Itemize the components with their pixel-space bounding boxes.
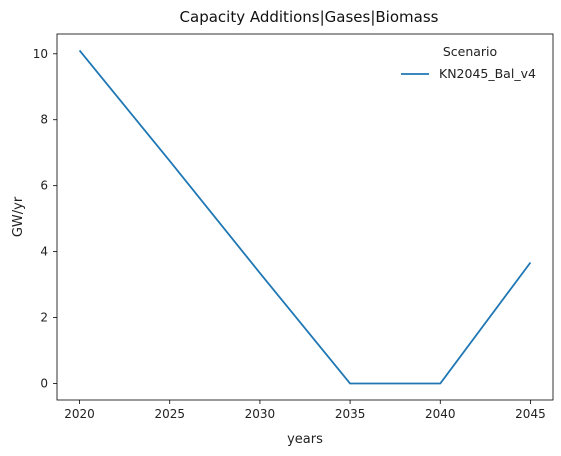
legend: Scenario KN2045_Bal_v4 [401,44,536,81]
x-tick-label: 2020 [64,407,95,421]
x-tick-label: 2045 [515,407,546,421]
y-tick-label: 0 [40,377,48,391]
series-line-0 [78,49,532,385]
y-tick-label: 6 [40,179,48,193]
y-tick-label: 8 [40,113,48,127]
x-tick-label: 2035 [335,407,366,421]
plot-frame [56,33,554,401]
legend-entry-kn2045-bal-v4: KN2045_Bal_v4 [439,66,536,81]
y-axis: 0 2 4 6 8 10 [33,47,57,391]
y-tick-label: 10 [33,47,48,61]
x-tick-label: 2025 [154,407,185,421]
x-axis-label: years [287,432,323,447]
legend-title: Scenario [443,44,497,59]
x-tick-label: 2030 [245,407,276,421]
chart-title: Capacity Additions|Gases|Biomass [180,8,439,26]
y-axis-label: GW/yr [11,196,26,237]
x-tick-label: 2040 [425,407,456,421]
y-tick-label: 2 [40,311,48,325]
y-tick-label: 4 [40,245,48,259]
plot-area [56,33,554,401]
x-axis: 2020 2025 2030 2035 2040 2045 [64,400,546,421]
series-layer [78,49,532,385]
